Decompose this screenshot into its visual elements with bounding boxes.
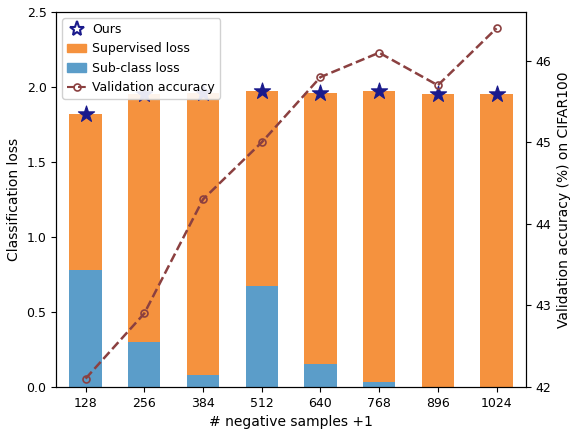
Bar	[128, 95, 161, 342]
Bar	[363, 92, 395, 382]
Point	[81, 110, 90, 117]
Point	[492, 91, 501, 98]
Bar	[480, 95, 513, 387]
Point	[375, 88, 384, 95]
Y-axis label: Validation accuracy (%) on CIFAR100: Validation accuracy (%) on CIFAR100	[557, 71, 571, 327]
Point	[316, 89, 325, 96]
Bar	[187, 375, 219, 387]
Bar	[69, 270, 102, 387]
Bar	[422, 95, 454, 387]
Legend: Ours, Supervised loss, Sub-class loss, Validation accuracy: Ours, Supervised loss, Sub-class loss, V…	[62, 18, 220, 99]
Bar	[69, 114, 102, 270]
Point	[434, 91, 443, 98]
Bar	[304, 93, 336, 364]
Point	[140, 91, 149, 98]
Point	[198, 89, 208, 96]
Bar	[128, 342, 161, 387]
Bar	[187, 93, 219, 375]
Point	[257, 88, 266, 95]
Bar	[363, 382, 395, 387]
Bar	[246, 286, 278, 387]
Bar	[304, 364, 336, 387]
Bar	[246, 92, 278, 286]
Y-axis label: Classification loss: Classification loss	[7, 138, 21, 261]
X-axis label: # negative samples +1: # negative samples +1	[209, 415, 373, 429]
